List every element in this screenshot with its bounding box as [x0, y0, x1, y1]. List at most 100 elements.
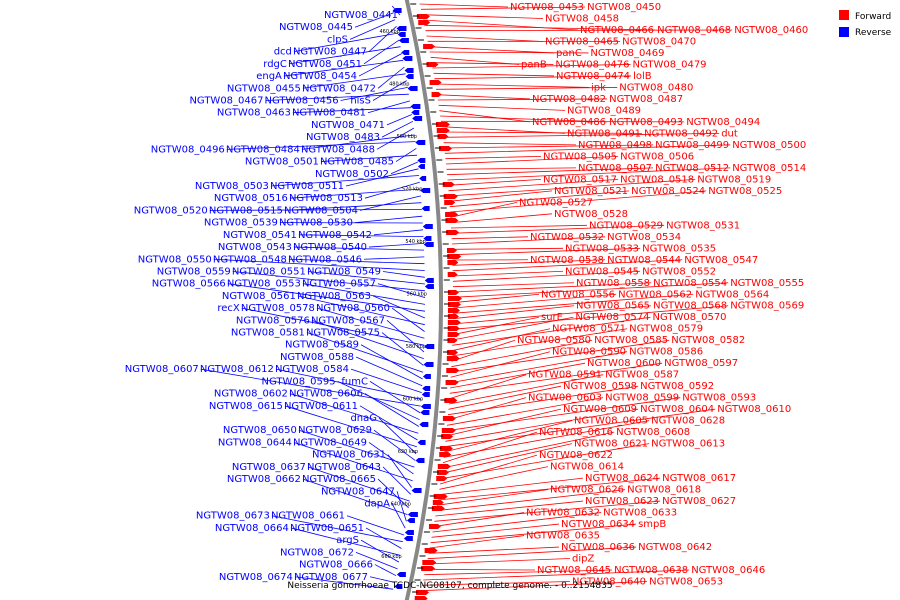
- forward-leader-line: [451, 328, 551, 352]
- reverse-leader-line: [275, 368, 422, 400]
- reverse-gene-arrow: [405, 74, 414, 79]
- reverse-leader-line: [386, 114, 413, 126]
- reverse-gene-label: NGTW08_0481: [292, 108, 366, 119]
- reverse-gene-arrow: [419, 422, 429, 427]
- forward-gene-label: NGTW08_0600: [587, 358, 661, 369]
- forward-gene-label: NGTW08_0529: [589, 220, 663, 231]
- forward-leader-line: [425, 568, 536, 571]
- forward-gene-label: NGTW08_0512: [655, 163, 729, 174]
- forward-gene-label: NGTW08_0458: [545, 14, 619, 25]
- reverse-leader-line: [200, 368, 421, 407]
- forward-gene-label: NGTW08_0598: [563, 381, 637, 392]
- reverse-gene-label: clpS: [327, 34, 348, 45]
- forward-gene-label: NGTW08_0479: [633, 60, 707, 71]
- reverse-gene-label: NGTW08_0665: [302, 474, 376, 485]
- forward-gene-label: NGTW08_0653: [649, 577, 723, 588]
- forward-gene-label: NGTW08_0582: [671, 335, 745, 346]
- forward-gene-label: NGTW08_0558: [576, 278, 650, 289]
- forward-gene-label: NGTW08_0533: [565, 243, 639, 254]
- forward-gene-arrow: [416, 14, 430, 19]
- forward-gene-label: NGTW08_0580: [517, 335, 591, 346]
- reverse-gene-label: NGTW08_0584: [275, 364, 349, 375]
- forward-gene-label: NGTW08_0519: [697, 174, 771, 185]
- reverse-gene-label: fumC: [341, 376, 368, 387]
- reverse-leader-line: [271, 515, 403, 543]
- forward-gene-arrow: [416, 590, 430, 595]
- forward-gene-label: NGTW08_0568: [653, 301, 727, 312]
- reverse-gene-label: NGTW08_0575: [306, 328, 380, 339]
- forward-leader-line: [452, 270, 641, 282]
- reverse-leader-line: [373, 429, 416, 461]
- reverse-leader-line: [354, 215, 423, 224]
- reverse-gene-arrow: [423, 242, 434, 247]
- forward-gene-arrow: [443, 194, 458, 199]
- reverse-leader-line: [298, 234, 424, 237]
- reverse-gene-label: NGTW08_0566: [152, 279, 226, 290]
- forward-gene-label: NGTW08_0633: [603, 508, 677, 519]
- forward-gene-label: NGTW08_0608: [616, 427, 690, 438]
- reverse-leader-line: [359, 405, 418, 441]
- forward-gene-label: NGTW08_0585: [594, 335, 668, 346]
- forward-gene-label: NGTW08_0468: [657, 25, 731, 36]
- reverse-gene-label: NGTW08_0651: [290, 523, 364, 534]
- forward-leader-line: [420, 581, 648, 592]
- reverse-gene-label: NGTW08_0540: [293, 242, 367, 253]
- reverse-gene-arrow: [404, 68, 414, 73]
- forward-gene-label: NGTW08_0527: [519, 197, 593, 208]
- reverse-gene-label: NGTW08_0560: [316, 303, 390, 314]
- reverse-gene-label: argS: [336, 535, 359, 546]
- reverse-gene-label: NGTW08_0530: [279, 218, 353, 229]
- reverse-gene-arrow: [420, 410, 430, 415]
- forward-gene-label: NGTW08_0613: [651, 439, 725, 450]
- reverse-leader-line: [345, 168, 419, 187]
- reverse-leader-line: [284, 202, 422, 211]
- reverse-gene-label: NGTW08_0650: [223, 425, 297, 436]
- reverse-gene-arrow: [410, 104, 421, 109]
- legend-label-reverse: Reverse: [855, 28, 892, 38]
- reverse-gene-label: NGTW08_0553: [227, 279, 301, 290]
- forward-leader-line: [437, 98, 608, 101]
- reverse-gene-label: NGTW08_0612: [200, 364, 274, 375]
- forward-gene-arrow: [441, 428, 456, 433]
- reverse-leader-line: [367, 100, 411, 114]
- forward-gene-arrow: [446, 230, 460, 235]
- forward-leader-line: [440, 115, 608, 123]
- reverse-gene-label: NGTW08_0441: [324, 10, 398, 21]
- forward-gene-arrow: [441, 434, 454, 439]
- forward-leader-line: [445, 155, 542, 160]
- reverse-gene-label: NGTW08_0581: [231, 328, 305, 339]
- forward-leader-line: [444, 144, 654, 149]
- forward-gene-label: NGTW08_0574: [575, 312, 649, 323]
- forward-gene-label: NGTW08_0646: [691, 565, 765, 576]
- forward-gene-arrow: [436, 128, 450, 133]
- reverse-gene-label: NGTW08_0559: [157, 267, 231, 278]
- reverse-gene-label: recX: [217, 303, 240, 314]
- forward-gene-arrow: [438, 146, 452, 151]
- forward-gene-arrow: [431, 506, 445, 511]
- reverse-leader-line: [346, 515, 405, 536]
- reverse-gene-label: NGTW08_0672: [280, 547, 354, 558]
- reverse-gene-label: NGTW08_0463: [217, 108, 291, 119]
- forward-gene-label: NGTW08_0554: [653, 278, 727, 289]
- reverse-gene-label: NGTW08_0563: [297, 291, 371, 302]
- forward-gene-arrow: [444, 398, 458, 403]
- reverse-gene-label: NGTW08_0576: [236, 315, 310, 326]
- forward-leader-line: [450, 362, 586, 389]
- reverse-leader-line: [288, 258, 425, 265]
- forward-gene-label: NGTW08_0640: [572, 577, 646, 588]
- forward-gene-label: NGTW08_0505: [543, 151, 617, 162]
- forward-leader-line: [427, 546, 637, 560]
- reverse-gene-label: NGTW08_0606: [289, 389, 363, 400]
- forward-leader-line: [428, 546, 560, 554]
- reverse-leader-line: [381, 120, 414, 138]
- forward-gene-label: NGTW08_0590: [552, 347, 626, 358]
- forward-gene-label: NGTW08_0587: [605, 370, 679, 381]
- forward-gene-label: NGTW08_0617: [662, 473, 736, 484]
- forward-leader-line: [435, 83, 590, 88]
- reverse-gene-label: NGTW08_0607: [125, 364, 199, 375]
- forward-gene-arrow: [447, 350, 459, 355]
- forward-gene-label: NGTW08_0532: [530, 232, 604, 243]
- reverse-gene-label: dapA: [364, 499, 390, 510]
- reverse-gene-arrow: [407, 512, 418, 517]
- reverse-gene-label: NGTW08_0589: [285, 340, 359, 351]
